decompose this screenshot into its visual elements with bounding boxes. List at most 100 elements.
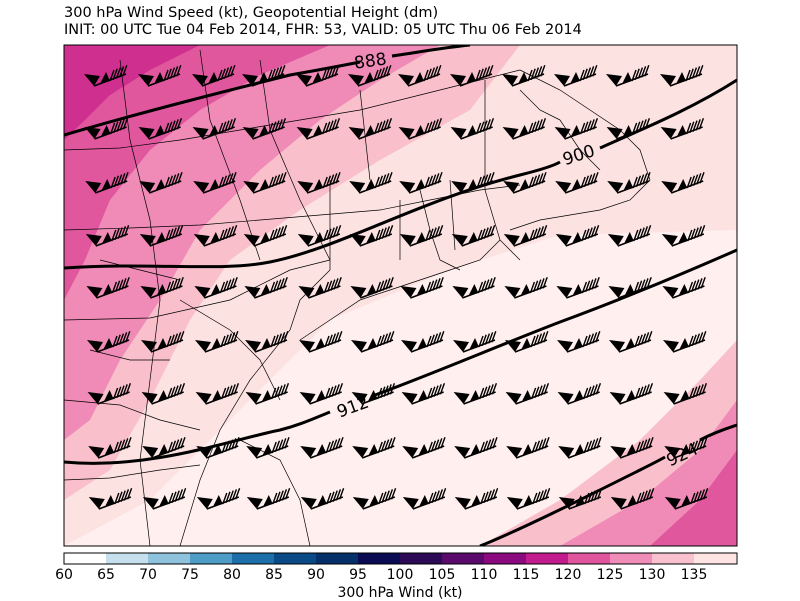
wind-barb [243, 224, 288, 247]
wind-barb [505, 330, 549, 353]
wind-barb [661, 171, 705, 194]
colorbar-label: 300 hPa Wind (kt) [337, 585, 463, 601]
wind-barb [87, 382, 132, 405]
wind-barb [300, 436, 344, 459]
wind-barb [502, 117, 547, 140]
colorbar-tick-label: 135 [680, 567, 708, 583]
contour-line-924 [479, 423, 737, 546]
map-subtitle: INIT: 00 UTC Tue 04 Feb 2014, FHR: 53, V… [64, 22, 582, 38]
colorbar-tick-label: 110 [470, 567, 498, 583]
colorbar-segment [442, 553, 484, 564]
wind-barb [141, 330, 185, 353]
wind-barb [88, 436, 132, 459]
colorbar-segment [484, 553, 526, 564]
colorbar-tick-label: 100 [386, 567, 414, 583]
wind-barb [660, 64, 704, 87]
colorbar-tick-label: 65 [97, 567, 115, 583]
colorbar-segment [106, 553, 148, 564]
wind-barb [192, 117, 237, 140]
wind-barb [453, 330, 497, 353]
colorbar-tick-label: 95 [349, 567, 367, 583]
wind-barb [297, 171, 341, 194]
wind-barb [402, 487, 447, 510]
wind-barb [352, 436, 396, 459]
colorbar-segment [526, 553, 568, 564]
wind-barb [400, 276, 444, 299]
wind-barb [296, 64, 340, 87]
wind-barb [138, 117, 183, 140]
wind-barb [245, 382, 290, 405]
wind-barb [451, 224, 496, 247]
wind-fill-100-105 [64, 45, 330, 300]
map-title: 300 hPa Wind Speed (kt), Geopotential He… [64, 5, 439, 21]
wind-barb [608, 276, 652, 299]
colorbar [63, 552, 738, 565]
colorbar-segment [232, 553, 274, 564]
wind-barb [452, 276, 496, 299]
colorbar-tick-label: 70 [139, 567, 157, 583]
colorbar-tick-label: 60 [55, 567, 73, 583]
wind-barb [402, 436, 446, 459]
wind-barb [348, 64, 392, 87]
wind-barb [245, 330, 289, 353]
colorbar-tick-label: 125 [596, 567, 624, 583]
colorbar-segment [274, 553, 316, 564]
wind-barb [554, 117, 599, 140]
colorbar-tick-label: 115 [512, 567, 540, 583]
wind-barb [609, 382, 654, 405]
colorbar-tick-label: 90 [307, 567, 325, 583]
wind-fill-105-110 [64, 45, 440, 440]
wind-barb [196, 436, 240, 459]
wind-barb [298, 276, 342, 299]
wind-barb [195, 382, 240, 405]
wind-barb [142, 436, 186, 459]
wind-barb [555, 171, 599, 194]
wind-barb [401, 330, 445, 353]
wind-barb [504, 276, 548, 299]
wind-barb [454, 487, 499, 510]
wind-barb [296, 117, 341, 140]
wind-barb [398, 117, 443, 140]
wind-barb [196, 487, 241, 510]
wind-barb [399, 171, 443, 194]
map-panel [64, 45, 737, 546]
wind-barb [84, 64, 128, 87]
colorbar-tick-label: 75 [181, 567, 199, 583]
wind-barb [554, 64, 598, 87]
wind-barb [450, 64, 494, 87]
wind-barb [557, 330, 601, 353]
wind-barb [246, 436, 290, 459]
wind-barb [660, 117, 705, 140]
wind-barb [299, 382, 344, 405]
wind-barb [505, 382, 550, 405]
colorbar-tick-label: 105 [428, 567, 456, 583]
colorbar-tick-label: 80 [223, 567, 241, 583]
colorbar-segment [694, 553, 736, 564]
contour-line-900 [64, 78, 737, 270]
wind-barb [139, 224, 184, 247]
wind-barb [607, 171, 651, 194]
wind-barb [138, 64, 182, 87]
wind-barb [350, 276, 394, 299]
wind-barb [348, 117, 393, 140]
wind-barb [84, 117, 129, 140]
colorbar-segment [568, 553, 610, 564]
colorbar-segment [316, 553, 358, 564]
wind-barb [195, 330, 239, 353]
wind-barb [557, 382, 602, 405]
wind-barb [139, 171, 183, 194]
wind-barb [297, 224, 342, 247]
wind-barb [555, 224, 600, 247]
colorbar-segment [400, 553, 442, 564]
wind-barb [398, 64, 442, 87]
wind-barb [87, 330, 131, 353]
wind-barb [142, 487, 187, 510]
wind-barb [85, 171, 129, 194]
wind-barb [606, 117, 651, 140]
wind-barb [606, 64, 650, 87]
contour-line-912 [64, 248, 737, 465]
colorbar-tick-label: 85 [265, 567, 283, 583]
wind-barb [607, 224, 652, 247]
wind-barb [141, 382, 186, 405]
